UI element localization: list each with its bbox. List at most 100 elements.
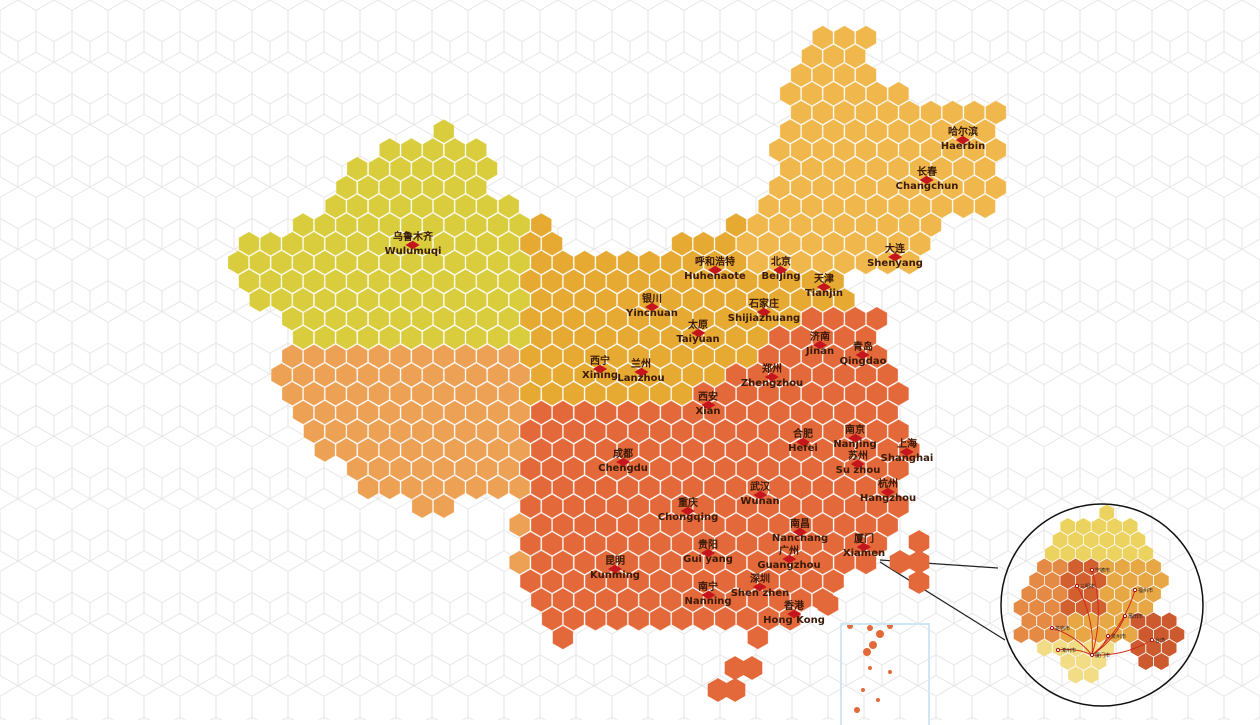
city-wuhan[interactable]: 武汉 Wuhan <box>740 482 779 507</box>
city-chongqing[interactable]: 重庆 Chongqing <box>658 498 718 523</box>
hex-cell <box>606 418 628 444</box>
city-kunming[interactable]: 昆明 Kunming <box>590 556 640 581</box>
magnifier-city-dot <box>1122 613 1128 619</box>
city-zhengzhou[interactable]: 郑州 Zhengzhou <box>741 364 803 389</box>
hex-cell <box>812 100 834 125</box>
inset-island <box>888 670 892 674</box>
hex-cell <box>757 456 780 482</box>
hex-cell <box>238 268 260 294</box>
city-nanning[interactable]: 南宁 Nanning <box>684 582 731 607</box>
magnifier-hex <box>1169 626 1185 643</box>
hex-cell <box>606 268 628 294</box>
city-haerbin[interactable]: 哈尔滨 Haerbin <box>941 127 986 152</box>
hex-cell <box>433 231 455 257</box>
hex-cell <box>855 212 877 238</box>
hex-cell <box>259 231 282 257</box>
hex-cell <box>649 418 672 444</box>
city-shenzhen[interactable]: 深圳 Shen zhen <box>731 574 790 599</box>
hex-cell <box>422 400 444 425</box>
city-shijiazhuang[interactable]: 石家庄 Shijiazhuang <box>728 299 800 324</box>
city-changchun[interactable]: 长春 Changchun <box>896 167 959 192</box>
hex-cell <box>379 362 401 388</box>
hex-cell <box>335 362 358 388</box>
hex-cell <box>941 100 964 125</box>
hex-cell <box>476 268 498 294</box>
city-name-cn: 武汉 <box>749 482 770 493</box>
city-hangzhou[interactable]: 杭州 Hangzhou <box>860 479 916 504</box>
hex-cell <box>433 156 455 182</box>
hex-cell <box>779 343 801 369</box>
hex-cell <box>768 137 791 163</box>
city-xiamen[interactable]: 厦门 Xiamen <box>843 534 885 559</box>
hex-cell <box>682 250 704 275</box>
city-shenyang[interactable]: 大连 Shenyang <box>867 244 923 269</box>
hex-cell <box>833 400 856 425</box>
hex-cell <box>714 418 736 444</box>
hex-cell <box>487 437 509 463</box>
city-guiyang[interactable]: 贵阳 Gui yang <box>683 540 733 565</box>
city-xining[interactable]: 西宁 Xining <box>582 356 618 381</box>
city-taiyuan[interactable]: 太原 Taiyuan <box>676 320 719 345</box>
city-yinchuan[interactable]: 银川 Yinchuan <box>626 294 678 319</box>
hex-cell <box>368 193 390 219</box>
hex-cell <box>584 568 607 594</box>
hex-cell <box>595 437 617 463</box>
city-suzhou[interactable]: 苏州 Su zhou <box>836 451 881 476</box>
hex-cell <box>617 250 639 275</box>
hex-cell <box>714 568 736 594</box>
magnifier-hex <box>1037 585 1052 603</box>
city-huhehaote[interactable]: 呼和浩特 Huhehaote <box>684 257 746 282</box>
hex-cell <box>682 400 704 425</box>
city-lanzhou[interactable]: 兰州 Lanzhou <box>617 359 664 384</box>
city-beijing[interactable]: 北京 Beijing <box>762 257 801 282</box>
city-xian[interactable]: 西安 Xian <box>695 392 720 417</box>
city-hefei[interactable]: 合肥 Hefei <box>788 429 818 454</box>
hex-cell <box>573 400 596 425</box>
magnifier-city-label: 龙岩市 <box>1055 625 1070 632</box>
hex-cell <box>324 268 347 294</box>
hex-cell <box>671 306 693 332</box>
city-nanjing[interactable]: 南京 Nanjing <box>833 425 876 450</box>
city-chengdu[interactable]: 成都 Chengdu <box>598 449 648 474</box>
hex-cell <box>887 81 910 107</box>
hex-cell <box>703 287 726 313</box>
hex-cell <box>941 137 964 163</box>
magnifier-hex <box>1076 545 1091 562</box>
hex-cell <box>671 531 693 557</box>
hex-cell <box>584 418 607 444</box>
hex-cell <box>747 362 769 388</box>
hex-cell <box>411 306 433 332</box>
city-nanchang[interactable]: 南昌 Nanchang <box>772 519 828 544</box>
city-qingdao[interactable]: 青岛 Qingdao <box>840 342 887 367</box>
hex-cell <box>920 137 942 163</box>
hex-cell <box>866 531 888 557</box>
city-hongkong[interactable]: 香港 Hong Kong <box>763 601 825 626</box>
city-shanghai[interactable]: 上海 Shanghai <box>881 439 934 464</box>
city-jinan[interactable]: 济南 Jinan <box>806 332 834 357</box>
city-guangzhou[interactable]: 广州 Guangzhou <box>757 546 820 571</box>
hex-cell <box>682 287 704 313</box>
magnifier-hex <box>1122 545 1138 562</box>
hex-cell <box>855 550 877 575</box>
magnifier-hex <box>1076 572 1091 589</box>
hex-cell <box>692 343 715 369</box>
hex-cell <box>292 362 314 388</box>
hex-cell <box>541 456 563 482</box>
hex-cell <box>476 418 498 444</box>
island-hex <box>724 678 746 702</box>
magnifier-hex <box>1091 653 1107 670</box>
hex-cell <box>812 62 834 88</box>
city-tianjin[interactable]: 天津 Tianjin <box>805 274 843 299</box>
city-name-cn: 北京 <box>771 257 791 268</box>
hex-cell <box>844 193 866 219</box>
magnifier-hex <box>1068 531 1083 549</box>
hex-cell <box>660 400 682 425</box>
magnifier-hex <box>1083 666 1099 684</box>
hex-cell <box>335 325 358 350</box>
magnifier-hex <box>1138 653 1154 670</box>
city-wulumuqi[interactable]: 乌鲁木齐 Wulumuqi <box>385 232 442 257</box>
hex-cell <box>422 362 444 388</box>
hex-cell <box>487 250 509 275</box>
hex-cell <box>801 531 823 557</box>
hex-cell <box>725 362 747 388</box>
